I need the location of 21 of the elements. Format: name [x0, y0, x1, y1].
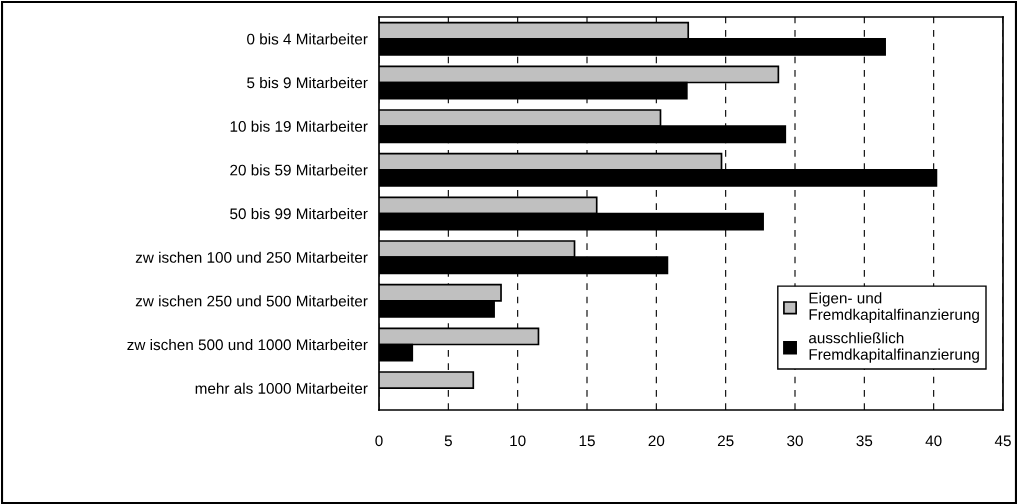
- x-tick-label: 30: [787, 435, 803, 447]
- x-tick-label: 40: [925, 435, 942, 447]
- x-tick-label: 15: [579, 435, 595, 447]
- y-tick-label: 0 bis 4 Mitarbeiter: [247, 33, 368, 45]
- x-tick-label: 45: [994, 435, 1011, 447]
- y-tick-label: mehr als 1000 Mitarbeiter: [195, 382, 368, 394]
- y-tick-label: 10 bis 19 Mitarbeiter: [230, 120, 368, 132]
- x-tick-label: 25: [717, 435, 734, 447]
- x-tick-label: 10: [510, 435, 526, 447]
- y-tick-label: 20 bis 59 Mitarbeiter: [230, 164, 368, 176]
- y-tick-label: zw ischen 500 und 1000 Mitarbeiter: [127, 338, 368, 351]
- x-tick-label: 0: [375, 435, 383, 447]
- y-tick-label: zw ischen 100 und 250 Mitarbeiter: [135, 251, 368, 263]
- y-tick-label: 5 bis 9 Mitarbeiter: [247, 76, 368, 89]
- y-tick-label: 50 bis 99 Mitarbeiter: [230, 207, 368, 220]
- x-tick-label: 20: [648, 435, 665, 447]
- legend-label: ausschließlich Fremdkapitalfinanzierung: [809, 332, 979, 363]
- y-tick-label: zw ischen 250 und 500 Mitarbeiter: [135, 295, 368, 307]
- x-tick-label: 5: [444, 435, 452, 447]
- x-tick-label: 35: [856, 435, 873, 447]
- legend-label: Eigen- und Fremdkapitalfinanzierung: [809, 292, 979, 323]
